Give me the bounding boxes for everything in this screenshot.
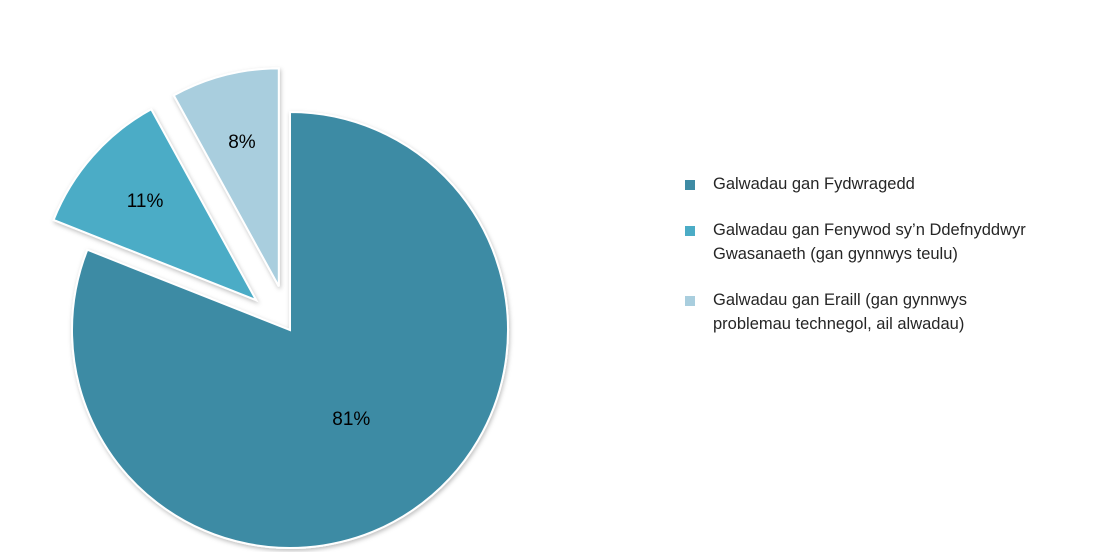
slice-label-others: 8%: [228, 132, 256, 153]
legend-label: Galwadau gan Eraill (gan gynnwys problem…: [713, 291, 968, 333]
legend-label: Galwadau gan Fenywod sy’n Ddefnyddwyr Gw…: [713, 221, 1026, 263]
slice-label-women-service-users: 11%: [127, 191, 164, 212]
legend-item-women-service-users: Galwadau gan Fenywod sy’n Ddefnyddwyr Gw…: [685, 218, 1105, 266]
legend-swatch: [685, 296, 695, 306]
pie-slice-women-service-users: [52, 107, 259, 303]
legend-swatch: [685, 180, 695, 190]
pie-slice-others: [172, 67, 280, 287]
legend-item-midwives: Galwadau gan Fydwragedd: [685, 172, 1105, 196]
slice-label-midwives: 81%: [332, 409, 370, 430]
legend-label: Galwadau gan Fydwragedd: [713, 175, 915, 193]
pie-chart: 81% 11% 8%: [52, 67, 509, 549]
chart-legend: Galwadau gan Fydwragedd Galwadau gan Fen…: [685, 172, 1105, 358]
pie-slice-midwives: [71, 110, 509, 549]
legend-item-others: Galwadau gan Eraill (gan gynnwys problem…: [685, 288, 1105, 336]
legend-swatch: [685, 226, 695, 236]
